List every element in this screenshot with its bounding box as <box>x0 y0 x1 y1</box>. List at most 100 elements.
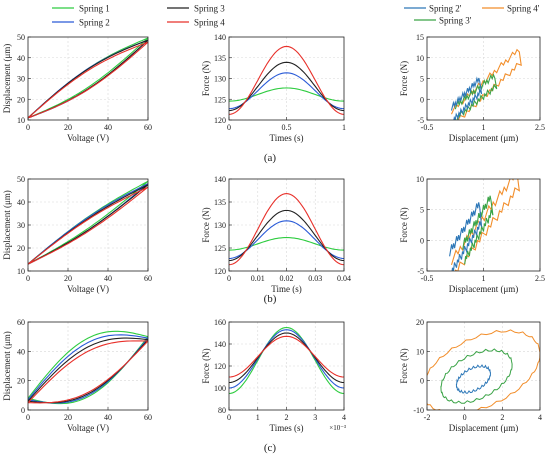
y-axis-label: Force (N) <box>399 207 409 242</box>
y-tick-label: 50 <box>17 175 25 184</box>
series-line-2 <box>229 72 344 110</box>
legend-left: Spring 1 Spring 2 Spring 3 Spring 4 <box>52 4 225 28</box>
x-tick-label: -0.5 <box>421 274 434 283</box>
y-tick-label: 10 <box>17 116 25 125</box>
y-tick-label: -5 <box>417 267 424 276</box>
y-tick-label: 10 <box>416 347 424 356</box>
y-tick-label: 40 <box>17 54 25 63</box>
x-axis-label: Displacement (μm) <box>449 133 519 143</box>
y-tick-label: 50 <box>17 33 25 42</box>
plot-area <box>229 326 344 395</box>
x-tick-label: 40 <box>104 123 112 132</box>
y-tick-label: 20 <box>17 244 25 253</box>
plot-area <box>28 37 148 119</box>
row-label-b: (b) <box>264 293 277 305</box>
x-tick-label: 0 <box>227 413 231 422</box>
y-axis-label: Displacement (μm) <box>2 44 12 114</box>
x-tick-label: 4 <box>538 413 542 422</box>
y-tick-label: 140 <box>214 33 226 42</box>
x-axis-multiplier: ×10⁻³ <box>329 424 346 432</box>
y-tick-label: 5 <box>420 206 424 215</box>
x-tick-label: 0.04 <box>337 274 351 283</box>
y-tick-label: 40 <box>17 347 25 356</box>
plot-frame <box>228 321 345 411</box>
plot-frame <box>27 36 149 121</box>
x-tick-label: 1 <box>482 274 486 283</box>
y-axis-label: Force (N) <box>201 207 211 242</box>
plot-area <box>229 45 344 115</box>
panel-b3: -0.5 1 2.5 -5 0 5 10 Displacement (μm) Force (N) <box>399 175 545 294</box>
y-tick-label: 15 <box>416 33 424 42</box>
series-line-1 <box>28 37 148 119</box>
series-line-1 <box>28 330 148 405</box>
x-tick-label: 60 <box>144 123 152 132</box>
series-line-2 <box>28 39 148 119</box>
series-line-4 <box>229 45 344 115</box>
row-label-a: (a) <box>264 152 277 164</box>
y-tick-label: 125 <box>214 95 226 104</box>
x-tick-label: 0 <box>26 274 30 283</box>
y-tick-label: 120 <box>214 116 226 125</box>
legend-label: Spring 4' <box>507 4 540 14</box>
plot-frame <box>228 178 345 272</box>
y-tick-label: 130 <box>214 221 226 230</box>
x-tick-label: 0.5 <box>282 123 292 132</box>
y-tick-label: 0 <box>420 95 424 104</box>
plot-area <box>450 48 522 120</box>
series-band-2 <box>454 73 498 120</box>
series-band-3 <box>450 76 483 120</box>
plot-area <box>449 179 520 271</box>
y-axis-label: Force (N) <box>201 61 211 96</box>
plot-frame <box>426 321 541 411</box>
x-axis-label: Time (s) <box>271 284 301 294</box>
x-tick-label: 4 <box>342 413 346 422</box>
series-line-4 <box>28 41 148 119</box>
x-tick-label: 0.02 <box>280 274 294 283</box>
panel-c3: -2 0 2 4 -10 0 10 20 Displacement (μm) Force (N) <box>399 318 542 433</box>
x-tick-label: 20 <box>64 274 72 283</box>
x-tick-label: 3 <box>313 413 317 422</box>
y-tick-label: 0 <box>21 406 25 415</box>
row-label-c: (c) <box>264 442 277 454</box>
panel-b2: 0 0.01 0.02 0.03 0.04 120 125 130 135 140 Time (s)… <box>201 175 351 294</box>
series-loop-1 <box>427 329 540 410</box>
y-axis-label: Displacement (μm) <box>2 190 12 260</box>
panel-b1: 0 20 40 60 10 20 30 40 50 Voltage (V) Displacement… <box>2 175 152 294</box>
series-line-3 <box>28 39 148 119</box>
legend-label: Spring 2' <box>429 4 462 14</box>
x-tick-label: 0 <box>227 274 231 283</box>
panel-a1: 0 20 40 60 10 20 30 40 50 Voltage (V) Displacement… <box>2 33 152 143</box>
y-tick-label: 120 <box>214 267 226 276</box>
legend-label: Spring 3' <box>439 16 472 26</box>
series-line-3 <box>229 332 344 384</box>
y-tick-label: 80 <box>218 406 226 415</box>
series-band-1 <box>450 48 522 120</box>
y-tick-label: 125 <box>214 244 226 253</box>
x-axis-label: Times (s) <box>270 423 304 433</box>
plot-area <box>28 180 148 265</box>
series-line-2 <box>229 329 344 389</box>
y-axis-label: Displacement (μm) <box>2 331 12 401</box>
y-tick-label: 10 <box>17 267 25 276</box>
series-line-3 <box>229 61 344 112</box>
x-axis-label: Displacement (μm) <box>449 284 519 294</box>
y-tick-label: 60 <box>17 318 25 327</box>
y-tick-label: 140 <box>214 175 226 184</box>
y-tick-label: 100 <box>214 384 226 393</box>
plot-frame <box>27 321 149 411</box>
x-axis-label: Voltage (V) <box>67 284 109 294</box>
x-tick-label: 1 <box>482 123 486 132</box>
x-tick-label: -2 <box>424 413 431 422</box>
legend-label: Spring 3 <box>194 4 225 14</box>
x-tick-label: 0.01 <box>251 274 265 283</box>
series-line-3 <box>28 337 148 404</box>
panel-c2: 0 1 2 3 4 80 100 120 140 160 Times (s) Force (N) ×10… <box>201 318 346 433</box>
y-tick-label: -10 <box>413 406 424 415</box>
x-tick-label: 60 <box>144 274 152 283</box>
y-tick-label: 0 <box>420 236 424 245</box>
plot-area <box>229 193 344 266</box>
x-tick-label: -0.5 <box>421 123 434 132</box>
y-tick-label: 20 <box>17 95 25 104</box>
plot-frame <box>228 36 345 121</box>
